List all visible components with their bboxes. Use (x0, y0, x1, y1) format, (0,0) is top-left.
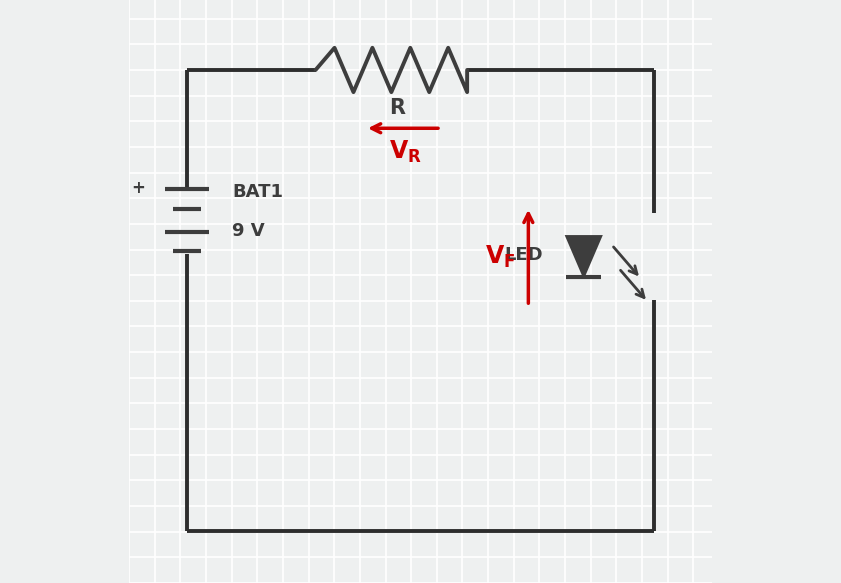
Text: 9 V: 9 V (232, 222, 265, 240)
Text: $\mathbf{V_F}$: $\mathbf{V_F}$ (485, 244, 516, 269)
Text: BAT1: BAT1 (232, 184, 283, 201)
Polygon shape (566, 236, 601, 277)
Text: $\mathbf{V_R}$: $\mathbf{V_R}$ (389, 139, 422, 164)
Text: R: R (389, 98, 405, 118)
Text: +: + (131, 179, 145, 196)
Text: LED: LED (505, 247, 543, 264)
